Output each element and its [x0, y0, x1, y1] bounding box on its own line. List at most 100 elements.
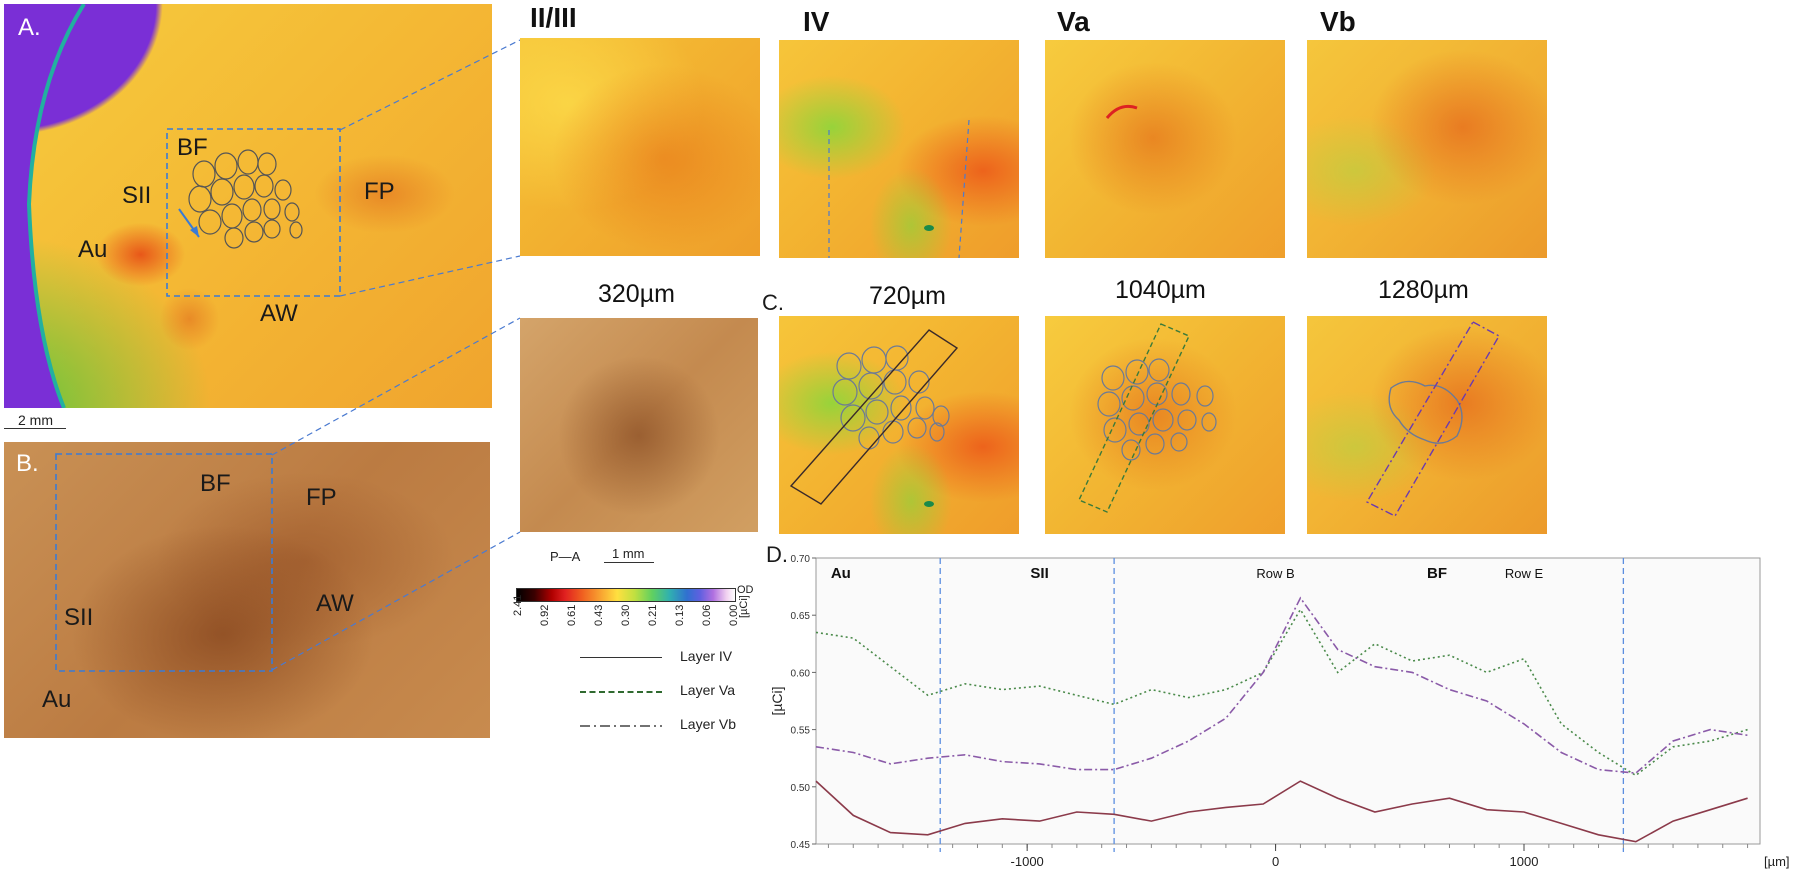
panel-a-overlay: [4, 4, 341, 408]
panel-b-image: B. BF FP SII AW Au: [4, 442, 490, 738]
depth-1040-profile-box: [1078, 323, 1190, 513]
layer-va-overlay: [1105, 104, 1138, 119]
connector-b-top: [271, 317, 521, 456]
region-label: Row E: [1505, 566, 1544, 581]
colorbar-tick: 0.21: [647, 604, 659, 626]
layer-header-iv: IV: [803, 6, 830, 37]
legend-swatch-dashed: [580, 691, 662, 693]
y-tick-label: 0.45: [791, 840, 811, 851]
depth-320-image: [520, 318, 758, 532]
legend-label: Layer Vb: [680, 716, 737, 732]
series-line-layer-va: [815, 607, 1748, 777]
depth-720-overlay: [789, 329, 959, 507]
panel-c-letter: C.: [762, 290, 784, 315]
colorbar-unit-od: OD: [737, 584, 754, 596]
layer-ii-iii-image: [520, 38, 760, 256]
colorbar-unit-uci: [µCi]: [738, 595, 750, 618]
legend-label: Layer IV: [680, 648, 733, 664]
panel-b-label-sii: SII: [64, 604, 94, 631]
legend-layer-va: Layer Va: [580, 680, 780, 704]
colorbar: [516, 588, 736, 602]
panel-a-scale-label: 2 mm: [18, 412, 53, 428]
layer-header-vb: Vb: [1320, 6, 1356, 37]
x-tick-label: 0: [1272, 854, 1279, 869]
series-line-layer-vb: [815, 596, 1748, 774]
depth-1040-image: [1045, 316, 1285, 534]
panel-a-label-au: Au: [78, 236, 108, 263]
colorbar-tick: 0.43: [593, 604, 605, 626]
panel-a-label-aw: AW: [260, 300, 298, 327]
panel-a-label-fp: FP: [364, 178, 395, 205]
layer-va-image: [1045, 40, 1285, 258]
panel-a-scale-bar: 2 mm: [4, 412, 66, 429]
depth-720-barrel-map: [832, 345, 950, 450]
layer-va-vessel-mark: [1105, 104, 1138, 119]
depth-label-320: 320µm: [598, 280, 675, 308]
panel-b-roi-box: [55, 453, 273, 672]
depth-1040-overlay: [1078, 323, 1217, 513]
depth-1280-image: [1307, 316, 1547, 534]
panel-b-label-aw: AW: [316, 590, 354, 617]
layer-header-va: Va: [1057, 6, 1090, 37]
legend-layer-vb: Layer Vb: [580, 714, 780, 738]
legend-label: Layer Va: [680, 682, 735, 698]
panel-a-background-region: [4, 4, 84, 408]
depth-label-720: 720µm: [869, 282, 946, 310]
depth-1280-profile-box: [1366, 321, 1500, 517]
panel-a-arrow-head: [190, 226, 199, 237]
panel-a-barrel-map: [188, 149, 303, 249]
x-tick-label: 1000: [1510, 854, 1539, 869]
connector-a-top: [339, 39, 521, 131]
y-tick-label: 0.65: [791, 611, 811, 622]
panel-a-edge: [26, 4, 86, 408]
layer-iv-guide-right: [958, 119, 970, 258]
colorbar-tick: 0.13: [674, 604, 686, 626]
layer-header-ii-iii: II/III: [530, 2, 577, 33]
panel-b-letter: B.: [16, 450, 39, 477]
depth-label-1280: 1280µm: [1378, 276, 1469, 304]
region-label: Row B: [1256, 566, 1294, 581]
y-tick-label: 0.55: [791, 726, 811, 737]
panel-b-label-bf: BF: [200, 470, 231, 497]
legend-swatch-dashdot: [580, 725, 662, 727]
connector-b-bottom: [271, 531, 521, 671]
depth-1280-overlay: [1366, 321, 1500, 517]
colorbar-tick: 0.06: [701, 604, 713, 626]
colorbar-tick: 0.92: [539, 604, 551, 626]
plot-area: [815, 557, 1761, 845]
depth-1040-barrel-map: [1097, 358, 1217, 461]
panel-a-image: A. BF SII Au FP AW: [4, 4, 492, 408]
x-axis-label: [µm]: [1764, 854, 1790, 869]
x-tick-label: -1000: [1011, 854, 1044, 869]
region-label: SII: [1030, 565, 1048, 582]
scale-1mm-label: 1 mm: [612, 546, 645, 561]
orientation-label: P—A: [550, 549, 581, 564]
layer-iv-overlay: [828, 119, 970, 258]
panel-b-label-fp: FP: [306, 484, 337, 511]
layer-iv-vessel-mark: [924, 225, 934, 231]
panel-a-label-sii: SII: [122, 182, 152, 209]
colorbar-tick: 0.61: [566, 604, 578, 626]
panel-a-label-bf: BF: [177, 134, 208, 161]
colorbar-tick: 0.30: [620, 604, 632, 626]
panel-d-letter: D.: [766, 542, 788, 567]
colorbar-ticks: 2.41 0.92 0.61 0.43 0.30 0.21 0.13 0.06 …: [512, 595, 752, 634]
region-label: BF: [1427, 565, 1447, 582]
colorbar-tick: 2.41: [512, 594, 524, 616]
panel-b-label-au: Au: [42, 686, 72, 713]
depth-1280-barrel-outline: [1388, 380, 1463, 444]
y-tick-label: 0.70: [791, 554, 811, 565]
legend-layer-iv: Layer IV: [580, 646, 780, 670]
y-axis-label: [µCi]: [769, 686, 785, 715]
panel-a-letter: A.: [18, 14, 41, 41]
scale-1mm-bar: 1 mm: [604, 546, 654, 563]
y-tick-label: 0.60: [791, 668, 811, 679]
depth-720-vessel-mark: [924, 501, 934, 507]
panel-b-overlay: [55, 453, 273, 672]
depth-label-1040: 1040µm: [1115, 276, 1206, 304]
y-tick-label: 0.50: [791, 783, 811, 794]
depth-720-profile-box: [789, 329, 959, 505]
legend-swatch-solid: [580, 657, 662, 658]
connector-a-bottom: [339, 255, 521, 297]
